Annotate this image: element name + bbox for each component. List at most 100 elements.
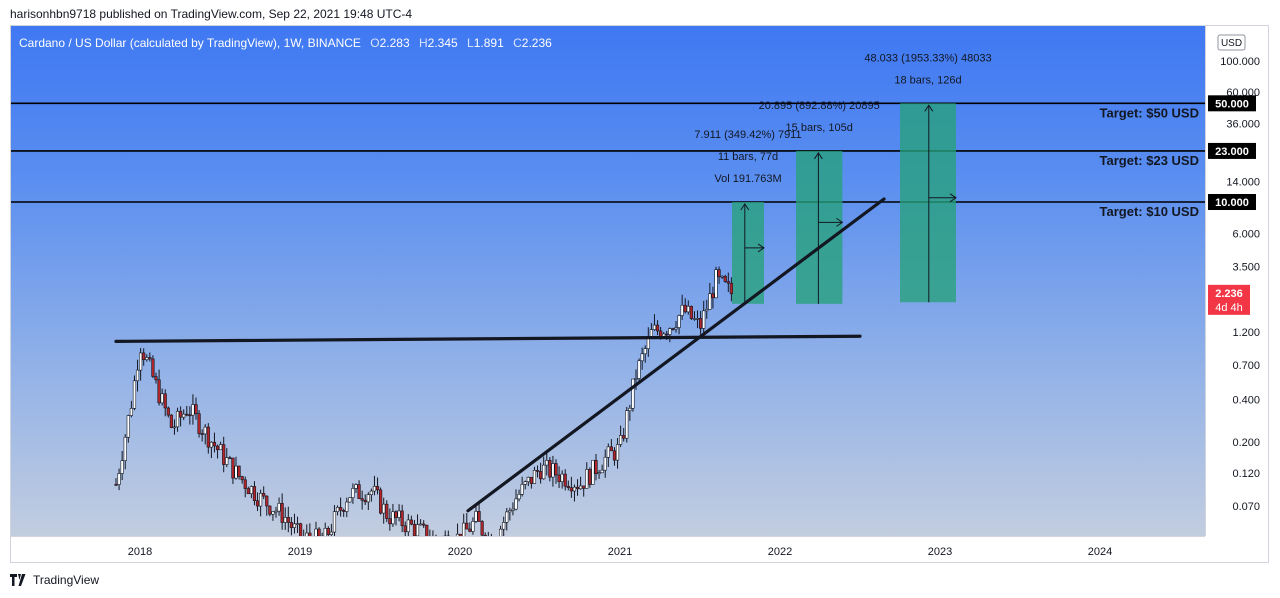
candle-body — [726, 281, 730, 284]
candle-body — [274, 510, 278, 513]
candle-body — [483, 534, 487, 536]
candle-body — [166, 407, 170, 416]
candle-body — [548, 460, 552, 478]
candle-body — [649, 329, 653, 337]
legend-low-key: L — [467, 36, 474, 50]
last-price-label: 2.236 — [1215, 288, 1243, 300]
candle-body — [665, 333, 669, 336]
arrow-head-right — [836, 217, 844, 227]
candle-body — [628, 407, 632, 412]
legend-symbol: Cardano / US Dollar (calculated by Tradi… — [19, 36, 361, 50]
candle-body — [129, 408, 133, 416]
candle-body — [637, 360, 641, 379]
candle-body — [172, 426, 177, 429]
price-chart[interactable]: Target: $50 USD Target: $23 USD Target: $1… — [11, 26, 1205, 536]
trendline[interactable] — [466, 197, 886, 513]
candle-body — [255, 500, 260, 507]
candle-body — [508, 510, 512, 513]
candle-body — [366, 494, 370, 503]
level-price-label: 50.000 — [1215, 98, 1249, 110]
candle-body — [191, 404, 195, 416]
candle-body — [717, 269, 721, 277]
candle-body — [246, 488, 250, 495]
candle-body — [711, 293, 715, 299]
candle-body — [151, 358, 155, 377]
candle-body — [185, 413, 189, 416]
candle-body — [505, 511, 509, 523]
candle-body — [499, 528, 503, 536]
candle-body — [175, 410, 180, 428]
legend-high-key: H — [418, 36, 428, 50]
candle-body — [729, 282, 733, 295]
candle-body — [643, 348, 647, 355]
candle-body — [237, 465, 241, 477]
candle-body — [243, 479, 247, 489]
candle-body — [360, 498, 364, 501]
candle-body — [477, 511, 481, 522]
candle-body — [714, 269, 718, 299]
level-price-badge — [1208, 95, 1256, 112]
candle-body — [206, 426, 210, 448]
candle-body — [308, 532, 312, 536]
candle-body — [375, 486, 380, 491]
projection-box[interactable] — [796, 150, 843, 304]
price-axis[interactable]: USD 100.000 60.000 36.000 14.000 6.000 3.500 1.… — [1205, 26, 1268, 536]
level-price-badge — [1208, 142, 1256, 159]
arrow-head-right — [757, 243, 765, 253]
candle-body — [314, 528, 318, 536]
candle-body — [652, 324, 657, 330]
projection-label: 15 bars, 105d — [786, 122, 853, 134]
last-price-badge — [1208, 284, 1250, 315]
candle-body — [671, 328, 675, 330]
trendline[interactable] — [114, 334, 862, 343]
time-tick: 2019 — [288, 546, 312, 558]
time-tick: 2024 — [1088, 546, 1112, 558]
candle-body — [612, 450, 617, 461]
candle-body — [560, 473, 564, 482]
currency-badge[interactable] — [1217, 34, 1246, 51]
candle-body — [474, 511, 478, 522]
candle-body — [132, 380, 137, 409]
plot-area[interactable]: Target: $50 USD Target: $23 USD Target: $1… — [11, 26, 1205, 536]
candle-body — [680, 304, 684, 316]
candle-body — [622, 435, 626, 439]
projection-box[interactable] — [732, 202, 764, 304]
candle-body — [603, 456, 607, 471]
target-label: Target: $10 USD — [1100, 204, 1199, 219]
candle-body — [225, 457, 229, 465]
candle-body — [455, 533, 460, 536]
candle-body — [517, 493, 521, 500]
legend-open: 2.283 — [379, 36, 410, 50]
candle-body — [471, 521, 475, 532]
candle-body — [569, 487, 573, 492]
arrow-head-up — [740, 203, 750, 211]
price-tick: 0.400 — [1232, 394, 1260, 406]
candle-body — [145, 357, 149, 360]
time-axis[interactable]: 2018 2019 2020 2021 2022 2023 2024 — [11, 536, 1205, 562]
target-label: Target: $23 USD — [1100, 153, 1199, 168]
candle-body — [157, 379, 161, 404]
candle-body — [114, 484, 118, 486]
price-tick: 0.700 — [1232, 360, 1260, 372]
candle-body — [219, 444, 223, 451]
chart-frame[interactable]: Target: $50 USD Target: $23 USD Target: $1… — [10, 25, 1269, 563]
candle-body — [240, 476, 244, 481]
candle-body — [689, 305, 693, 319]
candle-body — [154, 376, 158, 381]
projection-box[interactable] — [900, 103, 956, 303]
candle-body — [268, 505, 272, 515]
candle-body — [692, 318, 697, 320]
tradingview-footer[interactable]: TradingView — [10, 573, 99, 587]
candle-body — [142, 352, 146, 360]
legend-open-key: O — [370, 36, 380, 50]
candle-body — [271, 511, 275, 515]
candle-body — [228, 457, 232, 459]
price-tick: 100.000 — [1220, 56, 1260, 68]
candle-body — [305, 532, 309, 536]
candle-body — [409, 519, 413, 525]
candle-body — [523, 481, 527, 485]
candle-body — [391, 511, 395, 525]
candle-body — [514, 498, 518, 510]
candle-body — [640, 353, 644, 362]
candle-body — [462, 522, 466, 536]
